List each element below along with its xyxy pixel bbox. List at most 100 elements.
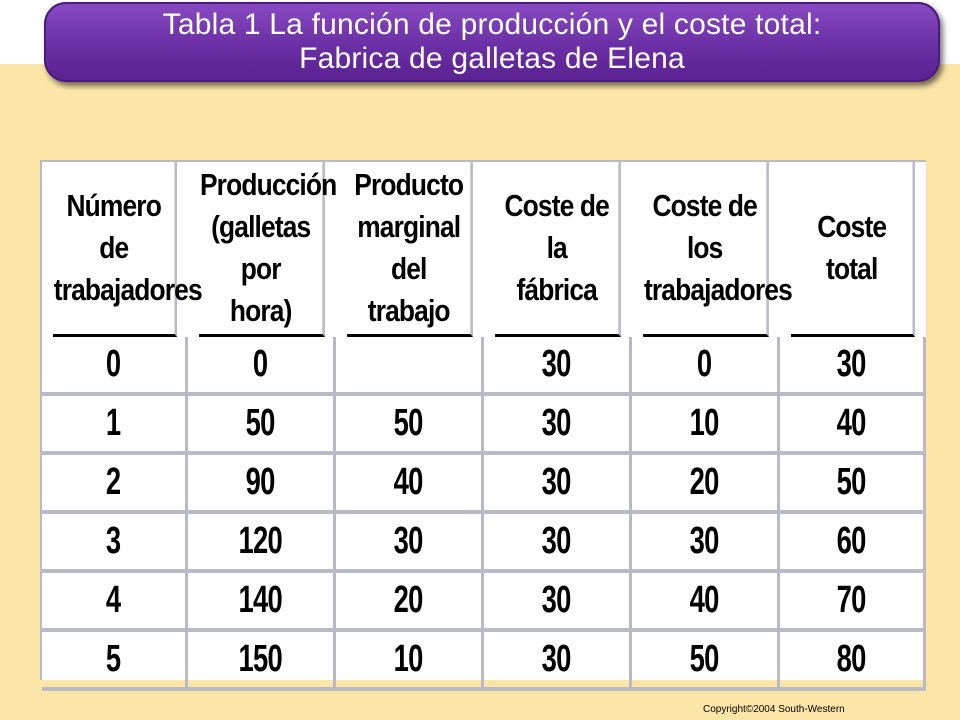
table-cell: 4 — [42, 573, 188, 632]
header-coste-trabajadores: Coste de los trabajadores — [643, 162, 793, 337]
header-producto-marginal: Producto marginal del trabajo — [347, 162, 473, 337]
cell-value: 50 — [393, 402, 424, 444]
cell-value: 5 — [106, 638, 121, 680]
cell-value: 0 — [106, 343, 121, 385]
copyright-notice: Copyright©2004 South-Western — [703, 704, 845, 715]
header-line: (galletas por — [211, 209, 311, 286]
cell-value: 10 — [689, 402, 720, 444]
table-cell: 2 — [42, 455, 188, 514]
table-row: 3 120 30 30 30 60 — [42, 514, 926, 573]
title-line-1: Tabla 1 La función de producción y el co… — [162, 8, 822, 41]
title-banner: Tabla 1 La función de producción y el co… — [44, 2, 940, 82]
table-row: 2 90 40 30 20 50 — [42, 455, 926, 514]
cell-value: 50 — [245, 402, 276, 444]
table-cell — [336, 337, 484, 396]
table-cell: 30 — [780, 337, 926, 396]
table-header-row: Número de trabajadores Producción (galle… — [42, 162, 926, 337]
table-cell: 80 — [780, 632, 926, 691]
cell-value: 60 — [836, 520, 867, 562]
header-line: trabajo — [367, 293, 451, 328]
cell-value: 10 — [393, 638, 424, 680]
production-cost-table: Número de trabajadores Producción (galle… — [42, 162, 926, 691]
table-cell: 30 — [336, 514, 484, 573]
header-coste-fabrica: Coste de la fábrica — [495, 162, 621, 337]
cell-value: 70 — [836, 579, 867, 621]
table-cell: 20 — [336, 573, 484, 632]
table-row: 4 140 20 30 40 70 — [42, 573, 926, 632]
table-row: 0 0 30 0 30 — [42, 337, 926, 396]
header-line: Producto — [354, 167, 464, 202]
cell-value: 120 — [238, 520, 283, 562]
table-cell: 30 — [484, 337, 632, 396]
table-cell: 0 — [42, 337, 188, 396]
header-numero-trabajadores: Número de trabajadores — [52, 162, 203, 337]
header-line: marginal del — [357, 209, 461, 286]
cell-value: 40 — [836, 402, 867, 444]
table-cell: 40 — [336, 455, 484, 514]
header-line: trabajadores — [53, 272, 203, 307]
cell-value: 40 — [689, 579, 720, 621]
header-line: Coste de los — [652, 188, 757, 265]
table-cell: 3 — [42, 514, 188, 573]
table-cell: 50 — [780, 455, 926, 514]
table-cell: 50 — [188, 396, 336, 455]
table-cell: 30 — [484, 396, 632, 455]
cell-value: 2 — [106, 461, 121, 503]
table-cell: 20 — [632, 455, 780, 514]
cell-value: 0 — [253, 343, 268, 385]
cell-value: 20 — [689, 461, 720, 503]
table-cell: 50 — [632, 632, 780, 691]
table-cell: 40 — [632, 573, 780, 632]
table-cell: 150 — [188, 632, 336, 691]
header-line: Producción — [199, 167, 337, 202]
header-line: trabajadores — [643, 272, 793, 307]
cell-value: 30 — [689, 520, 720, 562]
table-cell: 10 — [336, 632, 484, 691]
cell-value: 30 — [393, 520, 424, 562]
header-produccion: Producción (galletas por hora) — [199, 162, 337, 337]
header-line: hora) — [229, 293, 292, 328]
table-cell: 5 — [42, 632, 188, 691]
table-cell: 30 — [484, 573, 632, 632]
table-cell: 30 — [484, 632, 632, 691]
cell-value: 30 — [836, 343, 867, 385]
cell-value: 90 — [245, 461, 276, 503]
cell-value: 40 — [393, 461, 424, 503]
table-cell: 60 — [780, 514, 926, 573]
table-cell: 50 — [336, 396, 484, 455]
header-line: Número de — [66, 188, 161, 265]
cell-value: 30 — [541, 638, 572, 680]
table-cell: 10 — [632, 396, 780, 455]
header-line: Coste de la — [504, 188, 609, 265]
table-cell: 1 — [42, 396, 188, 455]
cell-value: 1 — [106, 402, 121, 444]
cell-value: 30 — [541, 402, 572, 444]
table-cell: 90 — [188, 455, 336, 514]
cost-table-container: Número de trabajadores Producción (galle… — [40, 160, 926, 691]
cell-value: 30 — [541, 343, 572, 385]
header-coste-total: Coste total — [790, 162, 916, 337]
cell-value: 140 — [238, 579, 283, 621]
cell-value: 30 — [541, 461, 572, 503]
table-cell: 0 — [188, 337, 336, 396]
table-cell: 0 — [632, 337, 780, 396]
cell-value: 150 — [238, 638, 283, 680]
table-cell: 30 — [484, 455, 632, 514]
cell-value: 4 — [106, 579, 121, 621]
cell-value: 50 — [689, 638, 720, 680]
table-cell: 30 — [484, 514, 632, 573]
cell-value: 50 — [836, 461, 867, 503]
table-cell: 120 — [188, 514, 336, 573]
cell-value: 30 — [541, 579, 572, 621]
header-line: Coste total — [817, 209, 887, 286]
table-cell: 40 — [780, 396, 926, 455]
table-cell: 140 — [188, 573, 336, 632]
cell-value: 80 — [836, 638, 867, 680]
table-cell: 30 — [632, 514, 780, 573]
cell-value: 20 — [393, 579, 424, 621]
cell-value: 3 — [106, 520, 121, 562]
table-row: 1 50 50 30 10 40 — [42, 396, 926, 455]
header-line: fábrica — [516, 272, 597, 307]
title-line-2: Fabrica de galletas de Elena — [299, 42, 685, 75]
cell-value: 0 — [697, 343, 712, 385]
